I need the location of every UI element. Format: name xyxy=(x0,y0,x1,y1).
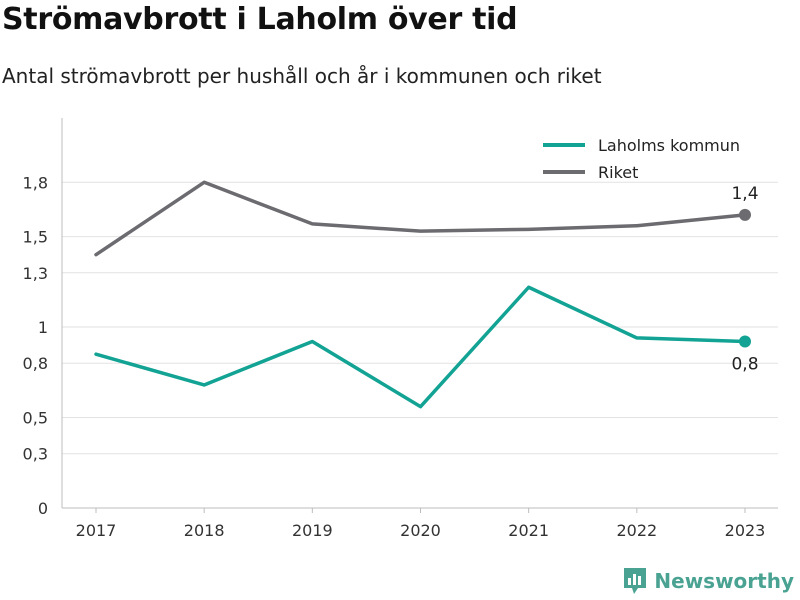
legend-label: Laholms kommun xyxy=(598,136,740,155)
brand-name: Newsworthy xyxy=(654,569,794,593)
y-tick-label: 1 xyxy=(38,318,48,337)
x-tick-label: 2017 xyxy=(76,521,117,540)
newsworthy-logo-icon xyxy=(624,568,647,594)
data-label: 1,4 xyxy=(731,184,758,204)
x-tick-label: 2020 xyxy=(400,521,441,540)
x-tick-label: 2019 xyxy=(292,521,333,540)
brand-logo: Newsworthy xyxy=(622,566,794,596)
data-label: 0,8 xyxy=(731,355,758,375)
series-line-1 xyxy=(94,180,747,257)
x-tick-label: 2021 xyxy=(508,521,549,540)
legend: Laholms kommun Riket xyxy=(543,136,740,182)
y-tick-label: 0,5 xyxy=(23,409,48,428)
y-tick-label: 1,8 xyxy=(23,173,48,192)
chart-title: Strömavbrott i Laholm över tid xyxy=(2,2,518,37)
x-tick-label: 2023 xyxy=(725,521,766,540)
x-tick-label: 2018 xyxy=(184,521,225,540)
y-tick-label: 0,8 xyxy=(23,354,48,373)
series-line-0 xyxy=(94,285,747,409)
end-point-0 xyxy=(739,335,751,348)
y-tick-label: 0 xyxy=(38,499,48,518)
chart-subtitle: Antal strömavbrott per hushåll och år i … xyxy=(2,64,602,88)
legend-label: Riket xyxy=(598,163,638,182)
y-tick-label: 0,3 xyxy=(23,445,48,464)
series-lines: 0,8 1,4 xyxy=(94,180,759,409)
x-tick-label: 2022 xyxy=(616,521,657,540)
y-tick-label: 1,3 xyxy=(23,264,48,283)
x-tick-labels: 2017 2018 2019 2020 2021 2022 2023 xyxy=(76,521,766,540)
y-tick-labels: 0 0,3 0,5 0,8 1 1,3 1,5 1,8 xyxy=(23,173,48,518)
end-point-1 xyxy=(739,208,751,221)
gridlines xyxy=(61,118,778,513)
y-tick-label: 1,5 xyxy=(23,228,48,247)
